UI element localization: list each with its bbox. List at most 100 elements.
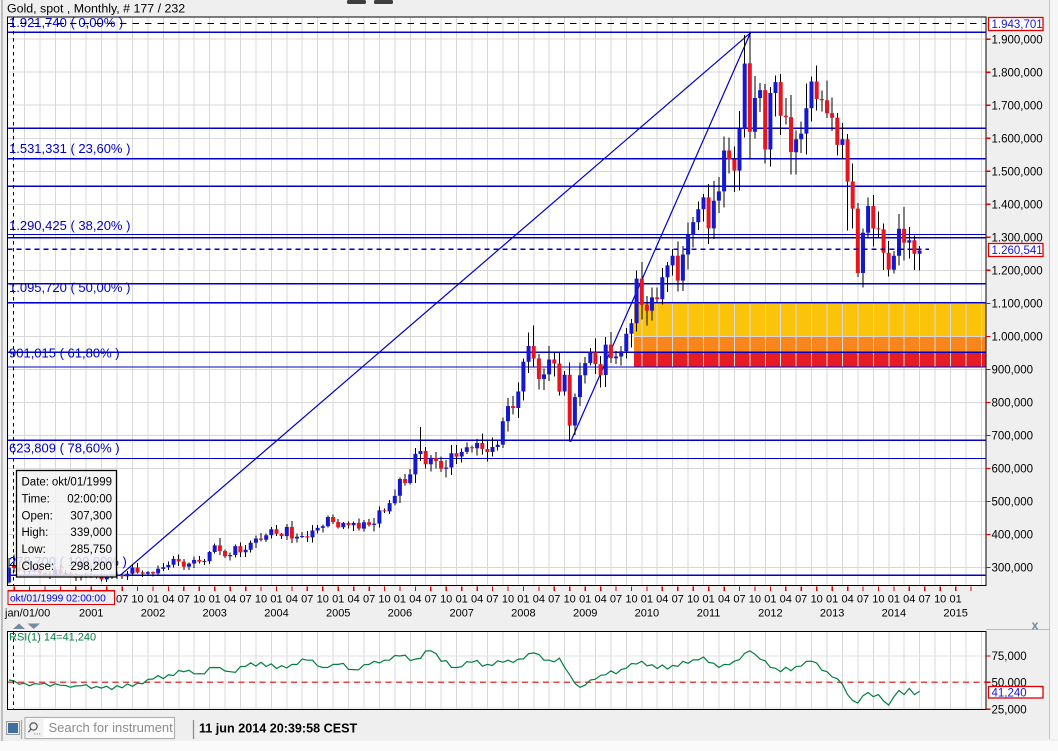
svg-text:01: 01 (332, 594, 344, 606)
svg-text:07: 07 (610, 594, 622, 606)
svg-text:10: 10 (564, 594, 576, 606)
svg-text:04: 04 (224, 594, 236, 606)
svg-text:1.531,331 ( 23,60% ): 1.531,331 ( 23,60% ) (9, 141, 130, 156)
svg-text:x: x (1032, 619, 1039, 633)
svg-text:jan/01/00: jan/01/00 (4, 608, 50, 620)
svg-text:1.300,000: 1.300,000 (992, 233, 1043, 245)
svg-text:10: 10 (749, 594, 761, 606)
svg-text:10: 10 (872, 594, 884, 606)
svg-text:1.800,000: 1.800,000 (992, 67, 1043, 79)
svg-text:75,000: 75,000 (992, 651, 1027, 663)
svg-text:25,000: 25,000 (992, 705, 1027, 717)
svg-text:1.600,000: 1.600,000 (992, 134, 1043, 146)
svg-text:04: 04 (903, 594, 915, 606)
svg-text:623,809 ( 78,60% ): 623,809 ( 78,60% ) (9, 441, 120, 456)
svg-text:Search for instrument: Search for instrument (49, 720, 174, 735)
svg-text:10: 10 (378, 594, 390, 606)
svg-text:1.100,000: 1.100,000 (992, 299, 1043, 311)
svg-text:04: 04 (594, 594, 606, 606)
svg-text:04: 04 (347, 594, 359, 606)
svg-text:1.500,000: 1.500,000 (992, 167, 1043, 179)
svg-text:07: 07 (486, 594, 498, 606)
svg-text:2015: 2015 (943, 608, 967, 620)
svg-text:07: 07 (919, 594, 931, 606)
svg-text:01: 01 (209, 594, 221, 606)
svg-text:04: 04 (162, 594, 174, 606)
svg-text:1.900,000: 1.900,000 (992, 34, 1043, 46)
svg-text:01: 01 (641, 594, 653, 606)
svg-text:01: 01 (394, 594, 406, 606)
svg-text:01: 01 (888, 594, 900, 606)
svg-text:01: 01 (826, 594, 838, 606)
svg-text:07: 07 (178, 594, 190, 606)
svg-text:300,000: 300,000 (992, 563, 1034, 575)
svg-text:Gold, spot , Monthly, # 177 /: Gold, spot , Monthly, # 177 / 232 (7, 2, 185, 16)
svg-text:1.943,701: 1.943,701 (992, 19, 1043, 31)
svg-text:2007: 2007 (449, 608, 473, 620)
svg-text:04: 04 (718, 594, 730, 606)
svg-text:900,000: 900,000 (992, 365, 1034, 377)
svg-text:2013: 2013 (820, 608, 844, 620)
svg-text:01: 01 (456, 594, 468, 606)
svg-text:10: 10 (440, 594, 452, 606)
svg-text:04: 04 (471, 594, 483, 606)
svg-text:10: 10 (502, 594, 514, 606)
svg-text:01: 01 (702, 594, 714, 606)
svg-text:okt/01/1999 02:00:00: okt/01/1999 02:00:00 (10, 594, 106, 605)
svg-text:04: 04 (656, 594, 668, 606)
svg-text:10: 10 (934, 594, 946, 606)
svg-text:04: 04 (841, 594, 853, 606)
svg-text:2009: 2009 (573, 608, 597, 620)
svg-text:High:: High: (22, 527, 49, 539)
svg-text:10: 10 (625, 594, 637, 606)
svg-text:600,000: 600,000 (992, 464, 1034, 476)
svg-text:04: 04 (533, 594, 545, 606)
svg-text:01: 01 (579, 594, 591, 606)
svg-text:07: 07 (301, 594, 313, 606)
svg-text:07: 07 (548, 594, 560, 606)
svg-text:07: 07 (795, 594, 807, 606)
svg-text:285,750: 285,750 (70, 544, 112, 556)
svg-text:Time:: Time: (22, 493, 50, 505)
svg-text:1.260,541: 1.260,541 (992, 245, 1043, 257)
svg-text:07: 07 (425, 594, 437, 606)
svg-text:Close:: Close: (22, 561, 55, 573)
svg-text:04: 04 (409, 594, 421, 606)
svg-text:339,000: 339,000 (70, 527, 112, 539)
svg-text:07: 07 (672, 594, 684, 606)
svg-text:800,000: 800,000 (992, 398, 1034, 410)
svg-text:1.400,000: 1.400,000 (992, 200, 1043, 212)
svg-text:2003: 2003 (202, 608, 226, 620)
svg-text:901,015 ( 61,80% ): 901,015 ( 61,80% ) (9, 346, 120, 361)
svg-text:2012: 2012 (758, 608, 782, 620)
svg-text:okt/01/1999: okt/01/1999 (52, 477, 112, 489)
svg-text:01: 01 (517, 594, 529, 606)
svg-text:2005: 2005 (326, 608, 350, 620)
svg-text:10: 10 (317, 594, 329, 606)
svg-text:02:00:00: 02:00:00 (67, 493, 112, 505)
svg-text:2010: 2010 (635, 608, 659, 620)
svg-text:04: 04 (780, 594, 792, 606)
svg-text:RSI(1) 14=41,240: RSI(1) 14=41,240 (9, 632, 96, 644)
svg-text:307,300: 307,300 (70, 510, 112, 522)
svg-text:700,000: 700,000 (992, 431, 1034, 443)
svg-text:01: 01 (270, 594, 282, 606)
svg-text:07: 07 (857, 594, 869, 606)
svg-text:10: 10 (193, 594, 205, 606)
svg-text:2008: 2008 (511, 608, 535, 620)
svg-text:10: 10 (687, 594, 699, 606)
svg-text:400,000: 400,000 (992, 530, 1034, 542)
svg-text:...: ... (34, 727, 42, 737)
svg-text:07: 07 (733, 594, 745, 606)
svg-text:Low:: Low: (22, 544, 46, 556)
svg-text:41,240: 41,240 (992, 687, 1027, 699)
svg-text:1.000,000: 1.000,000 (992, 332, 1043, 344)
svg-text:2001: 2001 (79, 608, 103, 620)
svg-text:01: 01 (764, 594, 776, 606)
svg-text:2004: 2004 (264, 608, 288, 620)
svg-text:10: 10 (255, 594, 267, 606)
svg-text:04: 04 (286, 594, 298, 606)
svg-text:11 jun 2014 20:39:58 CEST: 11 jun 2014 20:39:58 CEST (199, 722, 358, 736)
svg-text:1.290,425 ( 38,20% ): 1.290,425 ( 38,20% ) (9, 218, 130, 233)
svg-text:2006: 2006 (388, 608, 412, 620)
